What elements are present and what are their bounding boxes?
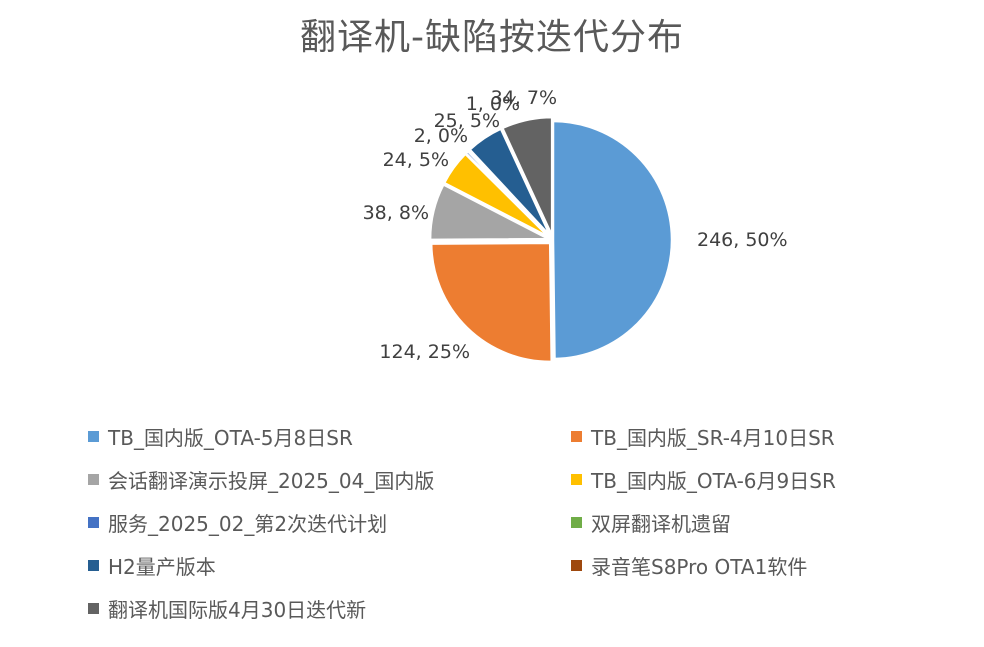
legend-label: 翻译机国际版4月30日迭代新	[108, 598, 367, 622]
legend-item: TB_国内版_SR-4月10日SR	[571, 422, 835, 451]
legend-item: TB_国内版_OTA-5月8日SR	[88, 422, 353, 451]
legend-swatch	[88, 517, 99, 528]
slice-data-label: 2, 0%	[414, 125, 468, 147]
slice-data-label: 25, 5%	[434, 110, 500, 132]
pie-slice	[429, 241, 553, 364]
legend-item: 翻译机国际版4月30日迭代新	[88, 594, 366, 623]
slice-data-label: 246, 50%	[697, 229, 788, 251]
slice-data-label: 124, 25%	[379, 341, 470, 363]
slice-data-label: 34, 7%	[491, 87, 557, 109]
legend-swatch	[571, 517, 582, 528]
legend-swatch	[571, 560, 582, 571]
legend-item: TB_国内版_OTA-6月9日SR	[571, 465, 836, 494]
legend-swatch	[88, 560, 99, 571]
legend-label: TB_国内版_OTA-5月8日SR	[108, 426, 353, 450]
legend-swatch	[88, 431, 99, 442]
legend-item: 录音笔S8Pro OTA1软件	[571, 551, 807, 580]
legend-swatch	[571, 474, 582, 485]
legend-item: 会话翻译演示投屏_2025_04_国内版	[88, 465, 434, 494]
pie-slice	[467, 126, 552, 238]
chart-title: 翻译机-缺陷按迭代分布	[300, 17, 684, 58]
legend-swatch	[571, 431, 582, 442]
legend-swatch	[88, 603, 99, 614]
legend-label: TB_国内版_OTA-6月9日SR	[591, 469, 836, 493]
slice-data-label: 1, 0%	[466, 93, 520, 115]
pie-chart: 246, 50% 124, 25% 38, 8% 24, 5%2, 0% 1, 0%25…	[363, 87, 788, 364]
legend-label: H2量产版本	[108, 555, 216, 579]
legend-item: 双屏翻译机遗留	[571, 508, 731, 537]
pie-slice	[500, 115, 554, 237]
legend-label: TB_国内版_SR-4月10日SR	[591, 426, 835, 450]
slice-data-label: 38, 8%	[363, 202, 429, 224]
pie-slice	[428, 182, 550, 242]
legend-item: 服务_2025_02_第2次迭代计划	[88, 508, 387, 537]
slice-data-label: 24, 5%	[383, 149, 449, 171]
legend-label: 双屏翻译机遗留	[591, 512, 731, 536]
pie-slice	[551, 119, 674, 361]
legend-label: 服务_2025_02_第2次迭代计划	[108, 512, 388, 536]
legend-label: 录音笔S8Pro OTA1软件	[591, 555, 808, 579]
legend-swatch	[88, 474, 99, 485]
legend-item: H2量产版本	[88, 551, 216, 580]
legend-label: 会话翻译演示投屏_2025_04_国内版	[108, 469, 435, 493]
